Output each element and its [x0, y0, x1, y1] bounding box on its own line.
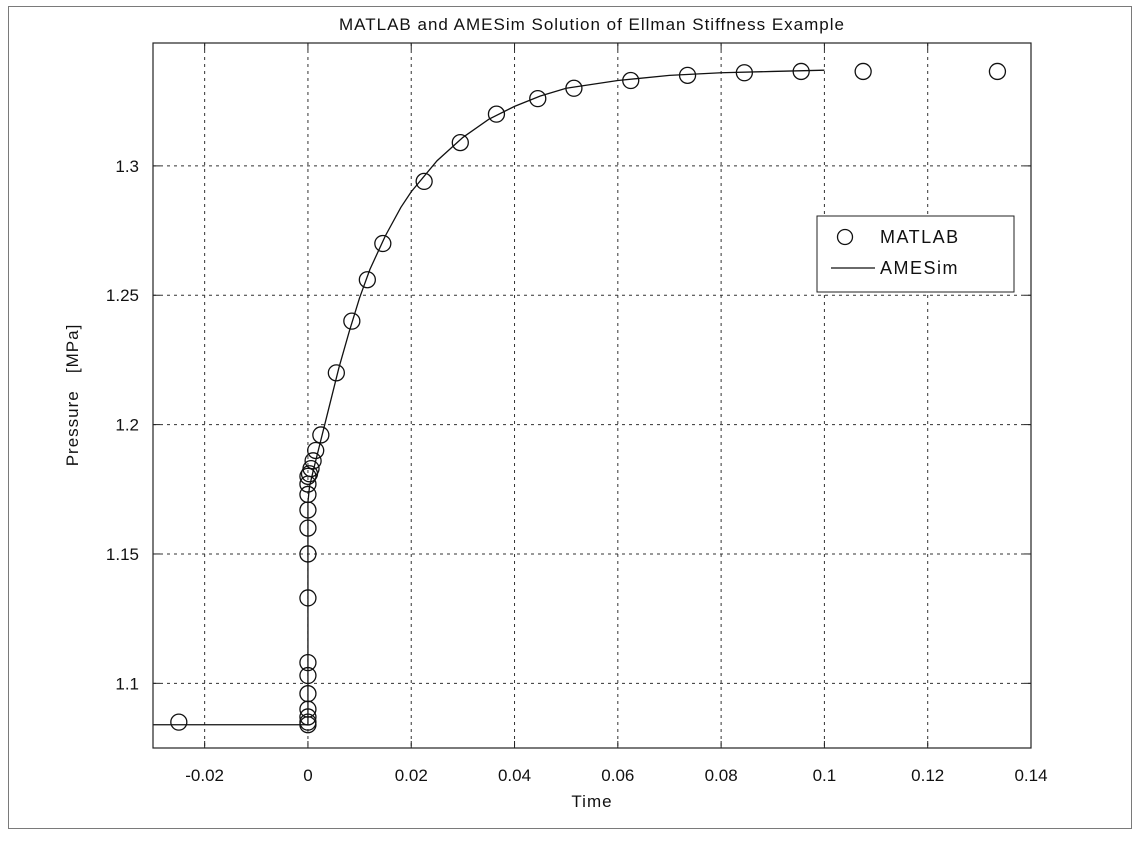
legend-box [816, 215, 1015, 293]
data-point-matlab [299, 653, 317, 672]
data-point-matlab [988, 62, 1007, 81]
data-point-matlab [451, 133, 469, 152]
data-point-matlab [854, 62, 872, 81]
x-tick-label: 0.12 [911, 766, 944, 785]
x-tick-label: 0.04 [498, 766, 531, 785]
data-point-matlab [312, 426, 330, 444]
y-tick-label: 1.2 [115, 416, 139, 435]
x-tick-label: -0.02 [185, 766, 224, 785]
data-point-matlab [374, 234, 392, 253]
data-point-matlab [302, 459, 320, 478]
x-tick-label: 0.02 [395, 766, 428, 785]
grid [153, 43, 1031, 748]
x-tick-label: 0.1 [813, 766, 837, 785]
x-tick-label: 0.06 [601, 766, 634, 785]
x-tick-label: 0.14 [1014, 766, 1047, 785]
data-point-matlab [299, 467, 317, 486]
data-point-matlab [792, 62, 810, 81]
data-point-matlab [343, 312, 361, 330]
data-point-matlab [299, 708, 317, 726]
data-point-matlab [678, 66, 697, 84]
data-point-matlab [565, 79, 583, 97]
legend-marker-matlab [836, 228, 854, 246]
plot-area [153, 43, 1031, 748]
y-tick-label: 1.25 [106, 286, 139, 305]
x-tick-label: 0 [303, 766, 312, 785]
figure-frame [8, 6, 1132, 829]
data-point-matlab [299, 545, 317, 563]
y-tick-label: 1.1 [115, 674, 139, 693]
y-axis-label: Pressure [MPa] [63, 324, 82, 467]
data-point-matlab [307, 441, 325, 460]
data-point-matlab [358, 271, 376, 289]
y-tick-label: 1.3 [115, 157, 139, 176]
series-line-amesim [153, 69, 825, 726]
y-tick-label: 1.15 [106, 545, 139, 564]
plot-frame [152, 42, 1032, 749]
x-tick-label: 0.08 [705, 766, 738, 785]
data-point-matlab [529, 89, 547, 108]
chart-title: MATLAB and AMESim Solution of Ellman Sti… [339, 15, 845, 34]
legend-label-matlab: MATLAB [880, 227, 960, 247]
data-point-matlab [299, 519, 317, 537]
data-point-matlab [735, 64, 754, 82]
data-point-matlab [487, 105, 506, 123]
data-point-matlab [304, 452, 322, 470]
ticks: -0.02 0 0.02 0.04 0.06 0.08 0.1 0.12 0.14 1.1 1.15… [106, 43, 1048, 785]
x-axis-label: Time [571, 792, 612, 811]
legend-label-amesim: AMESim [880, 258, 959, 278]
data-point-matlab [299, 685, 317, 703]
data-point-matlab [299, 713, 317, 731]
series-layer [153, 62, 1007, 734]
data-point-matlab [299, 485, 317, 504]
data-point-matlab [170, 713, 188, 731]
data-point-matlab [415, 172, 433, 191]
data-point-matlab [327, 364, 346, 382]
data-point-matlab [299, 589, 317, 607]
data-point-matlab [622, 71, 640, 90]
data-point-matlab [299, 666, 317, 685]
legend: MATLAB AMESim [816, 215, 1015, 293]
